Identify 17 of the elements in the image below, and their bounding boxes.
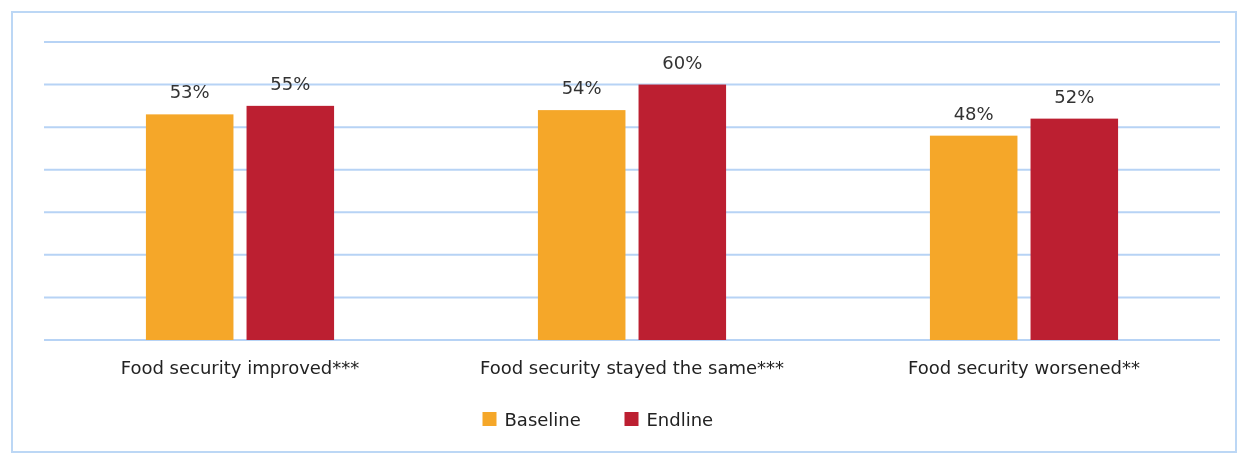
x-tick-label: Food security worsened** (908, 357, 1140, 378)
x-tick-label: Food security stayed the same*** (479, 357, 785, 378)
bar (246, 105, 335, 340)
bar (929, 135, 1018, 340)
bar (145, 114, 234, 340)
bar (537, 110, 626, 340)
data-label: 54% (561, 77, 602, 99)
bar (1030, 118, 1119, 340)
data-label: 60% (662, 51, 703, 73)
legend-label: Endline (646, 409, 714, 430)
legend-label: Baseline (504, 409, 581, 430)
bar (638, 84, 727, 340)
x-tick-label: Food security improved*** (120, 357, 360, 378)
data-label: 48% (953, 102, 994, 124)
data-label: 55% (270, 72, 311, 94)
data-label: 53% (169, 81, 210, 103)
data-label: 52% (1054, 85, 1095, 107)
